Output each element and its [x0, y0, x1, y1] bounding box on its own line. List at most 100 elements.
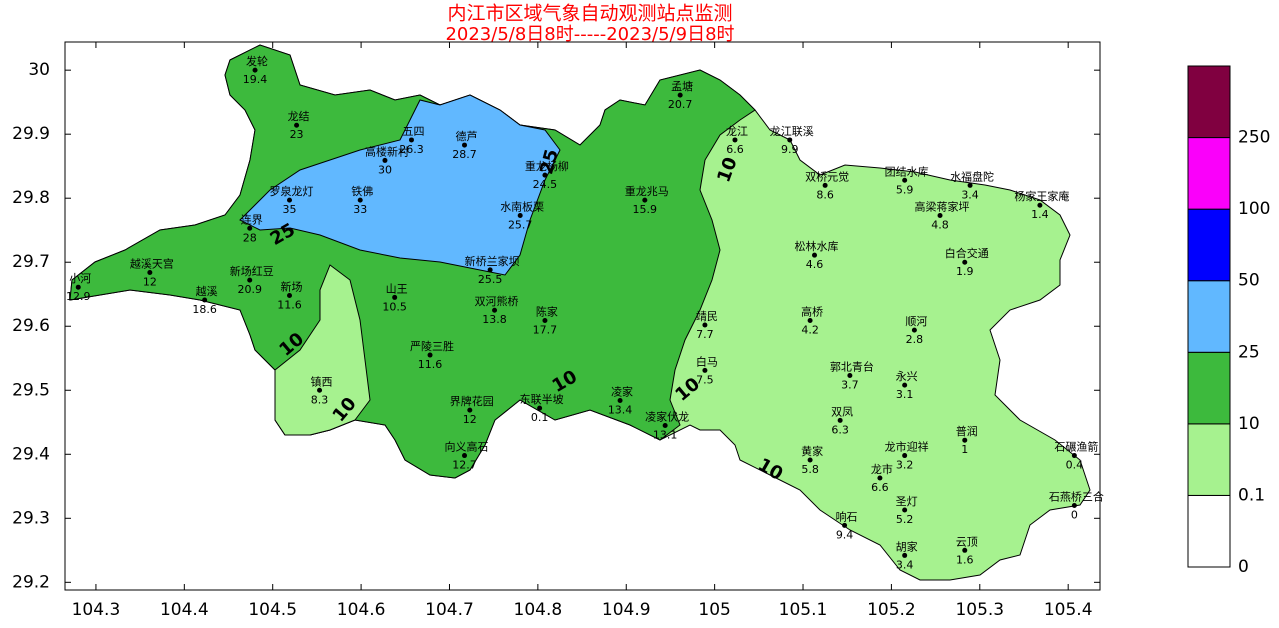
station-name: 罗泉龙灯	[270, 184, 314, 198]
station-dot	[317, 387, 323, 393]
station-dot	[842, 522, 848, 528]
station-name: 双河熊桥	[475, 294, 519, 308]
station-name: 高桥	[801, 304, 823, 318]
colorbar-swatch	[1187, 423, 1231, 496]
station-name: 石燕桥三合	[1049, 489, 1104, 503]
station-name: 新桥兰家坝	[465, 254, 520, 268]
station-dot	[147, 269, 153, 275]
station-value: 11.6	[277, 299, 302, 312]
region-blue	[239, 94, 561, 276]
station-name: 团结水库	[885, 165, 929, 178]
station-name: 黄家	[801, 444, 823, 458]
station-dot	[542, 172, 548, 178]
station-dot	[962, 437, 968, 443]
station-value: 1.4	[1031, 208, 1049, 221]
station-dot	[702, 322, 708, 328]
y-tick-label: 29.3	[12, 508, 50, 528]
station-value: 15.9	[633, 203, 658, 216]
station-value: 3.4	[961, 188, 979, 201]
station-dot	[247, 277, 253, 283]
station-value: 6.6	[871, 481, 889, 494]
station-name: 杨家王家庵	[1014, 189, 1069, 203]
y-tick-label: 29.5	[12, 380, 50, 400]
station-dot	[462, 142, 468, 148]
x-tick-label: 105.2	[867, 600, 916, 620]
station-value: 5.2	[896, 513, 914, 526]
station-dot	[287, 197, 293, 203]
station-dot	[382, 157, 388, 163]
colorbar-label: 0.1	[1238, 485, 1265, 505]
station-value: 6.3	[831, 423, 849, 436]
station-dot	[492, 307, 498, 313]
station-value: 18.6	[192, 303, 217, 316]
station-value: 3.7	[841, 379, 859, 392]
station-value: 33	[353, 203, 367, 216]
station-name: 凌家	[611, 385, 633, 399]
x-tick-label: 104.8	[514, 600, 563, 620]
station-dot	[787, 137, 793, 143]
colorbar-swatch	[1187, 65, 1231, 139]
regions	[69, 44, 1091, 581]
station-dot	[542, 317, 548, 323]
station-name: 越溪天宫	[130, 256, 174, 270]
station-dot	[537, 405, 543, 411]
station-value: 8.6	[816, 188, 834, 201]
station-name: 永兴	[896, 369, 918, 383]
station-name: 圣灯	[896, 495, 918, 508]
station-dot	[408, 137, 414, 143]
station-value: 17.7	[533, 323, 558, 336]
station-value: 13.8	[482, 313, 507, 326]
station-dot	[1071, 502, 1077, 508]
station-dot	[732, 137, 738, 143]
station-dot	[202, 297, 208, 303]
station-name: 越溪	[196, 284, 218, 298]
station-dot	[902, 382, 908, 388]
station-value: 23	[290, 128, 304, 141]
station-dot	[467, 407, 473, 413]
station-value: 30	[378, 163, 392, 176]
station-name: 五四	[402, 125, 424, 138]
station-value: 19.4	[243, 73, 268, 86]
station-dot	[702, 367, 708, 373]
station-value: 25.5	[478, 273, 503, 286]
y-tick-label: 29.7	[12, 252, 50, 272]
station-dot	[807, 317, 813, 323]
station-name: 镇西	[311, 374, 333, 388]
station-dot	[617, 398, 623, 404]
station-name: 龙市迎祥	[885, 440, 929, 454]
station-dot	[487, 267, 493, 273]
station-name: 双凤	[831, 405, 853, 418]
station-dot	[642, 197, 648, 203]
station-dot	[937, 212, 943, 218]
colorbar-swatch	[1187, 351, 1231, 425]
station-value: 0.4	[1066, 459, 1084, 472]
station-value: 13.4	[608, 404, 633, 417]
y-tick-label: 29.8	[12, 188, 50, 208]
station-dot	[902, 177, 908, 183]
station-name: 高楼新村	[365, 144, 409, 158]
station-dot	[877, 475, 883, 481]
station-value: 20.7	[668, 98, 693, 111]
station-name: 重龙兆马	[625, 184, 669, 198]
station-value: 11.6	[418, 358, 443, 371]
station-value: 8.3	[311, 393, 329, 406]
y-tick-label: 29.6	[12, 316, 50, 336]
station-dot	[902, 552, 908, 558]
station-dot	[902, 507, 908, 513]
station-value: 9.9	[781, 143, 799, 156]
station-name: 向义高石	[445, 440, 489, 454]
station-name: 郭北青台	[830, 360, 874, 374]
region-light-green-west	[274, 264, 371, 436]
station-name: 双桥元觉	[805, 170, 849, 183]
station-name: 凌家伏龙	[645, 409, 689, 423]
station-dot	[75, 284, 81, 290]
station-name: 龙结	[288, 110, 310, 123]
station-value: 13.1	[653, 428, 678, 441]
colorbar-swatch	[1187, 280, 1231, 353]
station-value: 28.7	[452, 148, 477, 161]
x-tick-label: 104.5	[248, 600, 297, 620]
station-value: 12	[463, 413, 477, 426]
station-name: 发轮	[246, 54, 268, 68]
station-value: 12.9	[66, 290, 91, 303]
station-dot	[822, 182, 828, 188]
